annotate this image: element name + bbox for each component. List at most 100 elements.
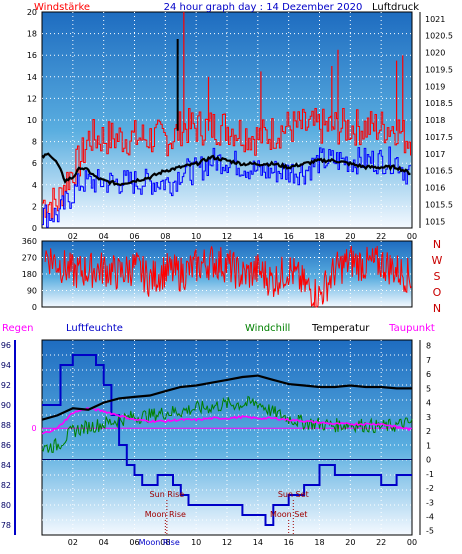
pressure-line bbox=[41, 152, 411, 187]
wind-y-tick: 2 bbox=[32, 202, 37, 211]
temperature-y-tick: 2 bbox=[426, 427, 431, 436]
pressure-y-tick: 1021 bbox=[425, 15, 445, 24]
chart_data.2-x-tick: 06 bbox=[129, 538, 139, 547]
astro-annotation: Moon Rise bbox=[145, 510, 186, 519]
humidity-y-tick: 88 bbox=[1, 421, 11, 430]
temperature-y-tick: -4 bbox=[426, 512, 434, 521]
moon-rise-bottom-label: Moon Rise bbox=[139, 538, 180, 547]
chart_data.2-x-tick: 08 bbox=[160, 538, 170, 547]
wind-y-tick: 10 bbox=[27, 116, 37, 125]
chart_data.0-x-tick: 18 bbox=[314, 232, 324, 241]
chart_data.0-x-tick: 22 bbox=[376, 232, 386, 241]
chart_data.0-x-tick: 20 bbox=[345, 232, 355, 241]
direction-y-tick: 90 bbox=[27, 287, 37, 296]
wind-y-tick: 12 bbox=[27, 94, 37, 103]
rain-zero-label: 0 bbox=[31, 424, 36, 433]
chart_data.2-x-tick: 20 bbox=[345, 538, 355, 547]
pressure-label: Luftdruck bbox=[372, 2, 419, 13]
pressure-y-tick: 1019.5 bbox=[425, 65, 453, 74]
temperature-y-tick: 3 bbox=[426, 413, 431, 422]
temperature-y-tick: -5 bbox=[426, 527, 434, 536]
compass-label: S bbox=[434, 270, 441, 283]
direction-y-tick: 0 bbox=[32, 303, 37, 312]
pressure-y-tick: 1015 bbox=[425, 217, 445, 226]
direction-y-tick: 180 bbox=[22, 270, 37, 279]
compass-label: W bbox=[432, 254, 443, 267]
temperature-y-tick: -3 bbox=[426, 498, 434, 507]
chart_data.2-x-tick: 22 bbox=[376, 538, 386, 547]
dewpoint-label: Taupunkt bbox=[388, 323, 435, 334]
astro-annotation: Moon Set bbox=[270, 510, 307, 519]
astro-annotation: Sun Rise bbox=[150, 490, 185, 499]
humidity-label: Luftfeuchte bbox=[66, 323, 123, 334]
chart_data.0-x-tick: 04 bbox=[99, 232, 109, 241]
wind-y-tick: 8 bbox=[32, 138, 37, 147]
pressure-y-tick: 1020 bbox=[425, 49, 445, 58]
humidity-y-tick: 90 bbox=[1, 401, 11, 410]
pressure-y-tick: 1015.5 bbox=[425, 200, 453, 209]
temperature-y-tick: 8 bbox=[426, 342, 431, 351]
temperature-y-tick: -1 bbox=[426, 470, 434, 479]
pressure-y-tick: 1017.5 bbox=[425, 133, 453, 142]
compass-label: O bbox=[433, 286, 442, 299]
wind-y-tick: 4 bbox=[32, 181, 37, 190]
humidity-y-tick: 96 bbox=[1, 341, 11, 350]
astro-annotation: Sun Set bbox=[278, 490, 309, 499]
temperature-y-tick: 5 bbox=[426, 384, 431, 393]
humidity-y-tick: 86 bbox=[1, 441, 11, 450]
humidity-y-tick: 80 bbox=[1, 501, 11, 510]
wind-strength-label: Windstärke bbox=[34, 2, 90, 13]
chart_data.2-x-tick: 14 bbox=[253, 538, 263, 547]
wind-y-tick: 18 bbox=[27, 30, 37, 39]
rain-label: Regen bbox=[2, 323, 34, 334]
chart-title: 24 hour graph day : 14 Dezember 2020 bbox=[164, 2, 363, 13]
chart_data.0-x-tick: 06 bbox=[129, 232, 139, 241]
pressure-y-tick: 1018 bbox=[425, 116, 445, 125]
pressure-y-tick: 1016 bbox=[425, 184, 445, 193]
chart_data.0-x-tick: 12 bbox=[222, 232, 232, 241]
temperature-y-tick: -2 bbox=[426, 484, 434, 493]
chart_data.0-x-tick: 08 bbox=[160, 232, 170, 241]
chart_data.2-x-tick: 16 bbox=[284, 538, 294, 547]
dewpoint-line bbox=[41, 407, 412, 435]
temperature-y-tick: 1 bbox=[426, 441, 431, 450]
chart_data.2-x-tick: 04 bbox=[99, 538, 109, 547]
wind-y-tick: 6 bbox=[32, 159, 37, 168]
wind-direction-line bbox=[44, 245, 412, 308]
pressure-y-tick: 1019 bbox=[425, 82, 445, 91]
chart_data.2-x-tick: 02 bbox=[68, 538, 78, 547]
humidity-y-tick: 94 bbox=[1, 361, 11, 370]
temperature-y-tick: 7 bbox=[426, 356, 431, 365]
humidity-y-tick: 84 bbox=[1, 461, 11, 470]
pressure-y-tick: 1018.5 bbox=[425, 99, 453, 108]
chart_data.2-x-tick: 18 bbox=[314, 538, 324, 547]
temperature-line bbox=[41, 374, 412, 421]
chart_data.0-x-tick: 14 bbox=[253, 232, 263, 241]
wind-y-tick: 20 bbox=[27, 8, 37, 17]
temperature-y-tick: 4 bbox=[426, 399, 431, 408]
windchill-label: Windchill bbox=[245, 323, 290, 334]
chart_data.2-x-tick: 10 bbox=[191, 538, 201, 547]
pressure-y-tick: 1020.5 bbox=[425, 32, 453, 41]
chart_data.0-x-tick: 16 bbox=[284, 232, 294, 241]
compass-label: N bbox=[433, 238, 441, 251]
wind-y-tick: 0 bbox=[32, 224, 37, 233]
humidity-line bbox=[42, 354, 412, 526]
chart_data.2-x-tick: 12 bbox=[222, 538, 232, 547]
chart_data.2-x-tick: 00 bbox=[407, 538, 417, 547]
temperature-label: Temperatur bbox=[311, 323, 370, 334]
pressure-y-tick: 1016.5 bbox=[425, 167, 453, 176]
chart_data.0-x-tick: 10 bbox=[191, 232, 201, 241]
wind-y-tick: 14 bbox=[27, 73, 37, 82]
chart_data.0-x-tick: 00 bbox=[407, 232, 417, 241]
wind-y-tick: 16 bbox=[27, 51, 37, 60]
temperature-y-tick: 6 bbox=[426, 370, 431, 379]
compass-label: N bbox=[433, 302, 441, 315]
temperature-y-tick: 0 bbox=[426, 456, 431, 465]
humidity-y-tick: 82 bbox=[1, 481, 11, 490]
pressure-y-tick: 1017 bbox=[425, 150, 445, 159]
humidity-y-tick: 78 bbox=[1, 521, 11, 530]
direction-y-tick: 270 bbox=[22, 254, 37, 263]
